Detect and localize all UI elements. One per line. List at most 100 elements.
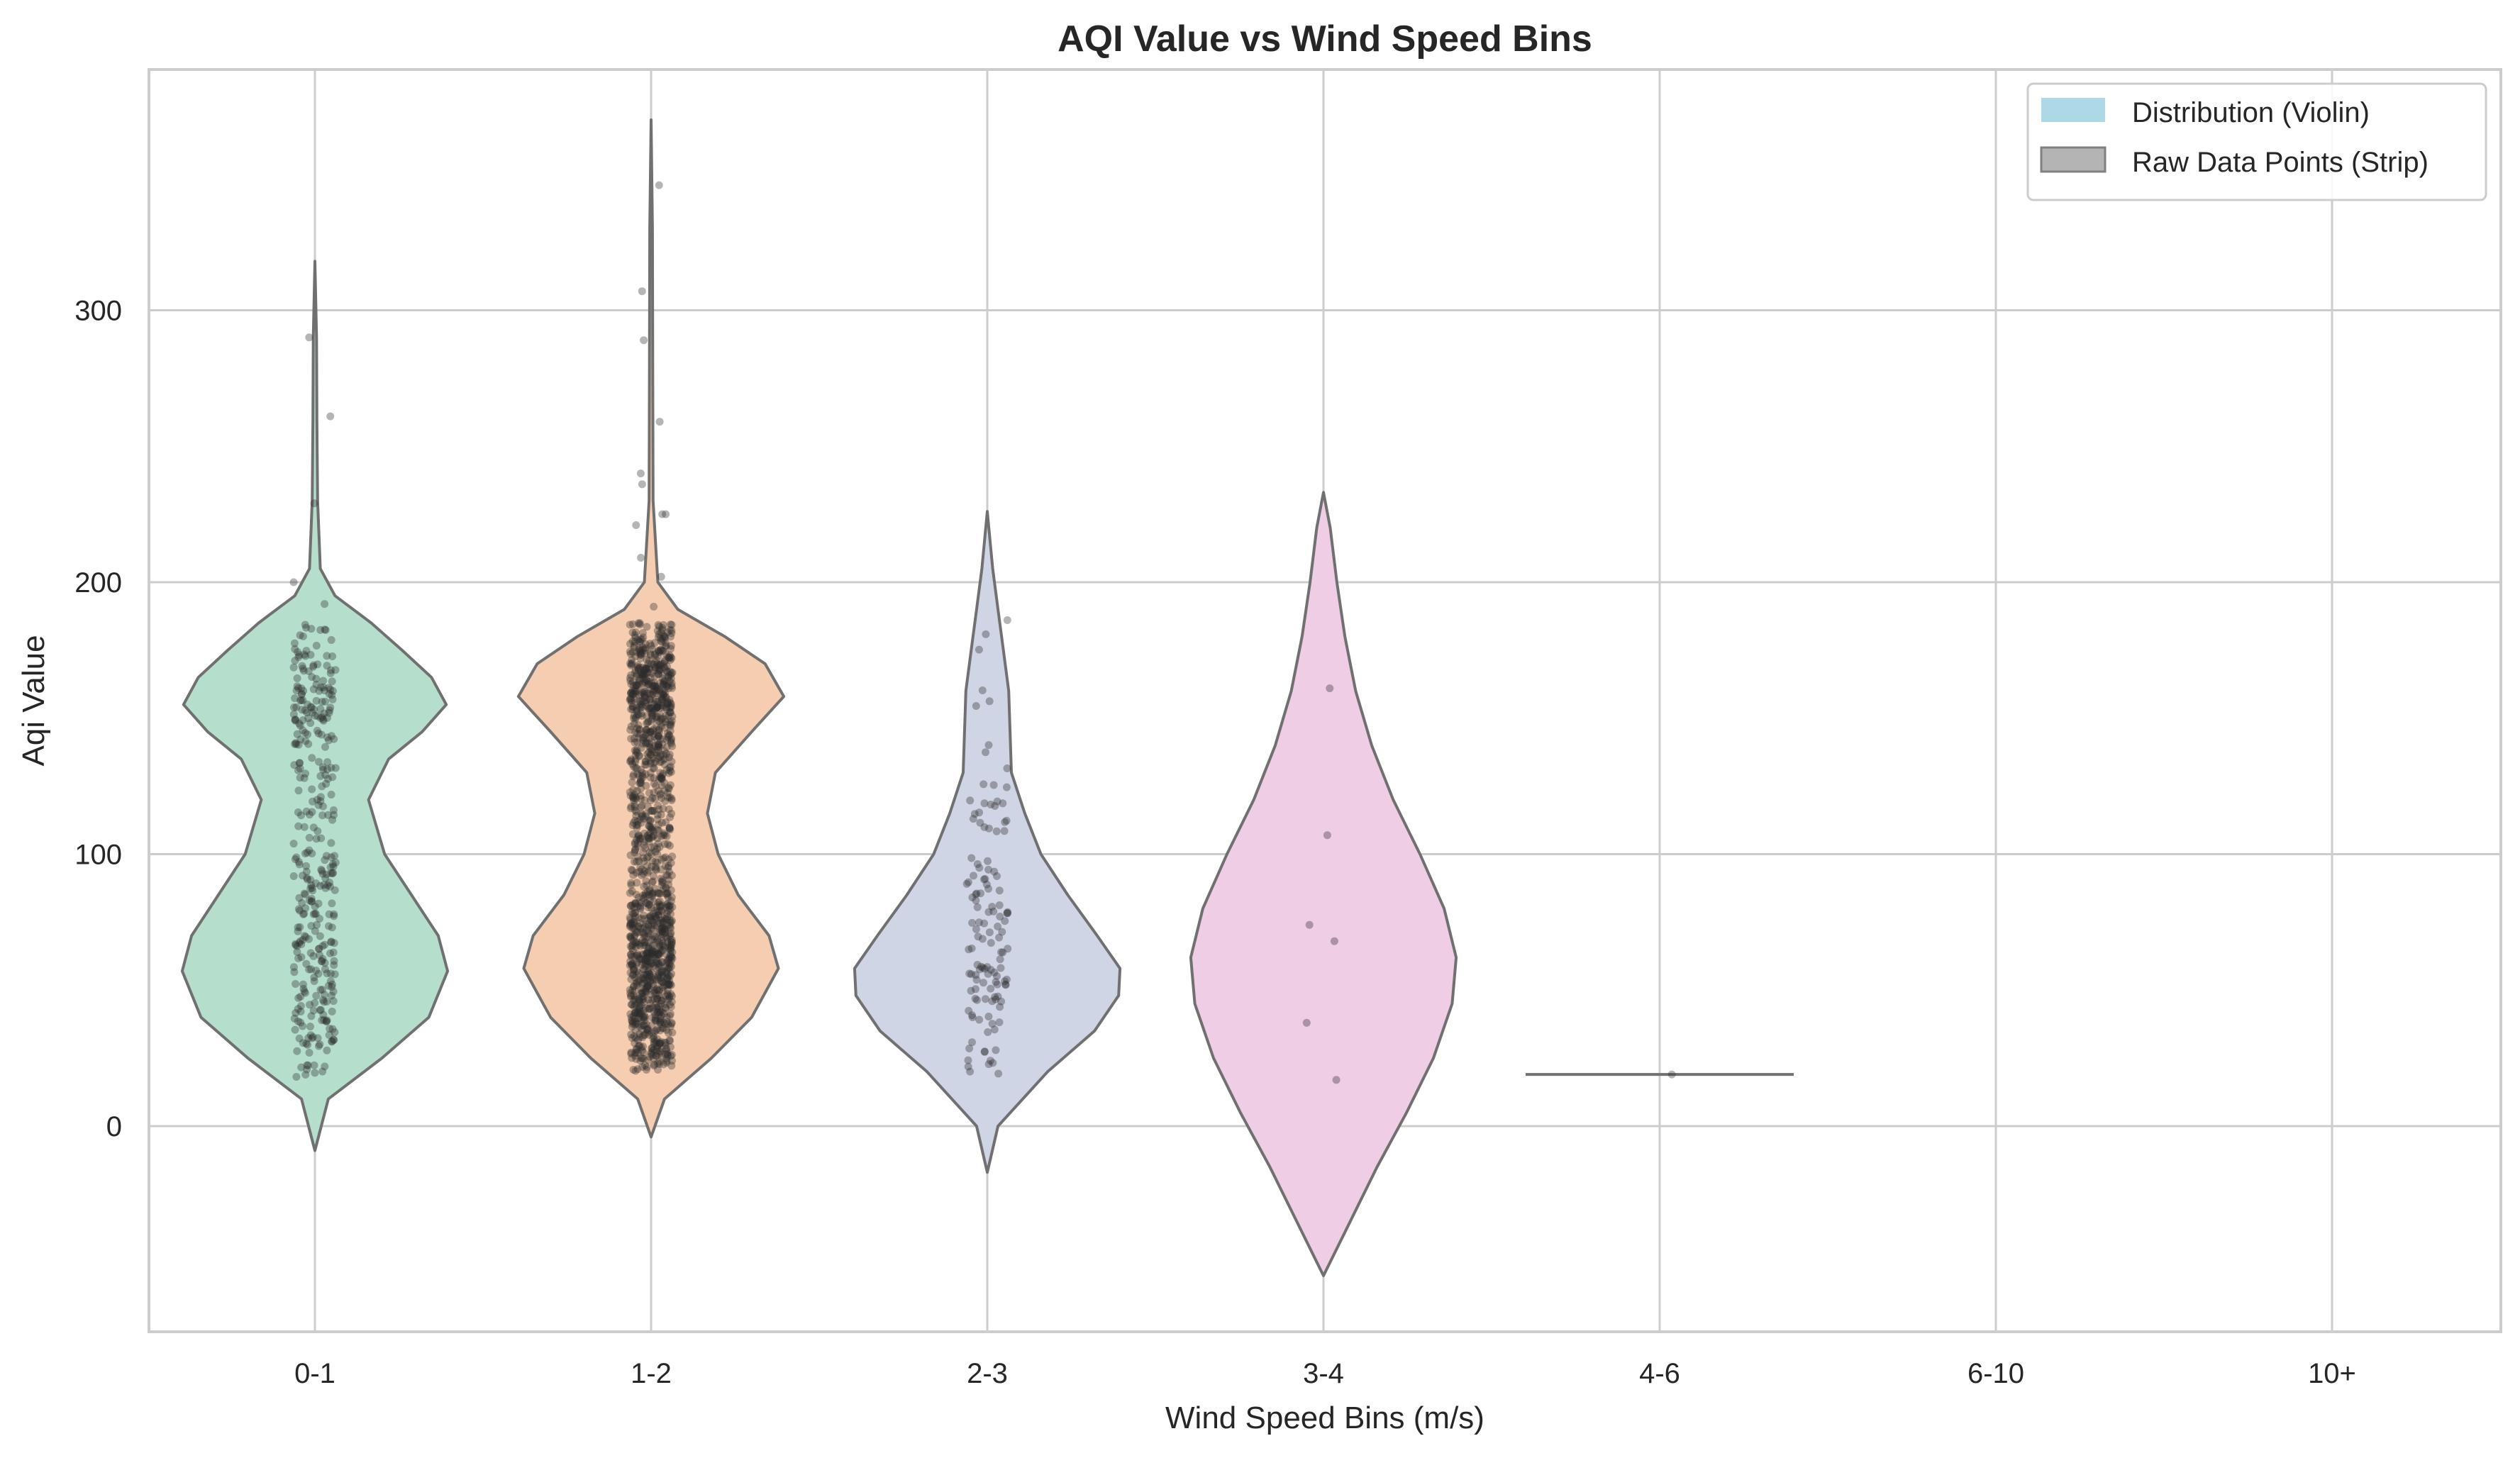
strip-point bbox=[650, 948, 658, 956]
strip-point bbox=[629, 871, 638, 879]
strip-point bbox=[298, 662, 306, 670]
strip-point bbox=[629, 1012, 638, 1020]
strip-point bbox=[632, 939, 640, 947]
strip-point bbox=[648, 976, 657, 984]
strip-point bbox=[656, 1014, 665, 1023]
strip-point bbox=[635, 679, 643, 687]
strip-point bbox=[642, 699, 650, 706]
strip-point bbox=[667, 929, 675, 937]
strip-point bbox=[636, 649, 645, 657]
strip-point bbox=[990, 968, 999, 976]
strip-point bbox=[318, 955, 327, 963]
strip-point bbox=[647, 751, 655, 759]
strip-point bbox=[630, 711, 638, 720]
strip-point bbox=[631, 1067, 640, 1075]
strip-point bbox=[644, 981, 653, 989]
strip-point bbox=[662, 818, 670, 826]
strip-point bbox=[637, 1001, 645, 1009]
strip-point bbox=[648, 823, 656, 832]
strip-point bbox=[648, 707, 657, 716]
strip-point bbox=[1001, 977, 1009, 986]
strip-point bbox=[327, 791, 335, 798]
strip-point bbox=[660, 656, 669, 664]
strip-point bbox=[638, 988, 646, 996]
y-tick-label: 100 bbox=[74, 840, 122, 871]
strip-point bbox=[627, 1050, 635, 1058]
strip-point bbox=[646, 744, 655, 752]
strip-point bbox=[650, 989, 658, 997]
strip-point bbox=[665, 921, 674, 930]
strip-point bbox=[666, 980, 675, 989]
strip-point bbox=[667, 809, 676, 818]
strip-point bbox=[653, 957, 661, 965]
strip-point bbox=[994, 992, 1002, 1001]
violins bbox=[180, 118, 1794, 1277]
strip-point bbox=[316, 986, 325, 994]
strip-point bbox=[663, 974, 672, 982]
strip-point bbox=[311, 1069, 319, 1077]
strip-point bbox=[641, 1061, 649, 1069]
strip-point bbox=[645, 656, 653, 664]
strip-point bbox=[655, 945, 664, 953]
strip-point bbox=[650, 663, 659, 672]
strip-point bbox=[658, 774, 666, 783]
strip-point bbox=[653, 1059, 662, 1067]
strip-point bbox=[968, 1011, 976, 1020]
strip-point bbox=[628, 690, 637, 699]
strip-point bbox=[311, 927, 319, 935]
strip-point bbox=[966, 796, 975, 805]
strip-point bbox=[635, 996, 644, 1005]
strip-point bbox=[640, 971, 648, 979]
strip-point bbox=[648, 1045, 656, 1052]
strip-point bbox=[297, 953, 306, 962]
legend-box bbox=[2026, 82, 2487, 201]
strip-point bbox=[630, 952, 638, 961]
strip-point bbox=[647, 807, 655, 815]
strip-point bbox=[668, 1057, 676, 1065]
strip-point bbox=[662, 1046, 670, 1054]
strip-point bbox=[664, 980, 672, 988]
strip-point bbox=[659, 703, 667, 712]
strip-point bbox=[645, 1030, 653, 1039]
strip-point bbox=[655, 717, 664, 725]
strip-point bbox=[661, 715, 670, 723]
strip-point bbox=[643, 718, 652, 727]
strip-point bbox=[633, 748, 641, 757]
strip-point bbox=[639, 993, 648, 1001]
strip-point bbox=[324, 981, 333, 990]
strip-point bbox=[964, 1056, 972, 1064]
strip-point bbox=[659, 681, 667, 689]
strip-point bbox=[628, 920, 637, 929]
strip-point bbox=[636, 777, 645, 786]
strip-point bbox=[301, 933, 310, 941]
strip-point bbox=[299, 726, 307, 735]
strip-point bbox=[631, 986, 639, 995]
strip-point bbox=[659, 974, 667, 982]
strip-point bbox=[301, 729, 309, 737]
strip-point bbox=[650, 948, 659, 957]
strip-point bbox=[642, 733, 650, 742]
strip-point bbox=[653, 722, 661, 730]
strip-point bbox=[629, 940, 637, 948]
strip-point bbox=[628, 1001, 636, 1009]
strip-point bbox=[633, 706, 641, 714]
strip-point bbox=[299, 936, 307, 944]
strip-point bbox=[637, 928, 645, 937]
strip-point bbox=[660, 686, 669, 694]
strip-point bbox=[997, 997, 1006, 1006]
strip-point bbox=[634, 1013, 643, 1022]
strip-point bbox=[294, 954, 303, 962]
strip-point bbox=[992, 1046, 1000, 1054]
strip-point bbox=[664, 1052, 672, 1060]
strip-point bbox=[635, 725, 643, 734]
strip-point bbox=[630, 982, 638, 991]
strip-point bbox=[975, 645, 983, 654]
strip-point bbox=[656, 646, 665, 655]
strip-point bbox=[631, 1014, 639, 1023]
strip-point bbox=[666, 718, 675, 727]
strip-point bbox=[631, 816, 639, 825]
strip-point bbox=[648, 843, 656, 852]
strip-point bbox=[638, 696, 647, 705]
strip-point bbox=[645, 837, 653, 846]
strip-point bbox=[655, 661, 664, 669]
